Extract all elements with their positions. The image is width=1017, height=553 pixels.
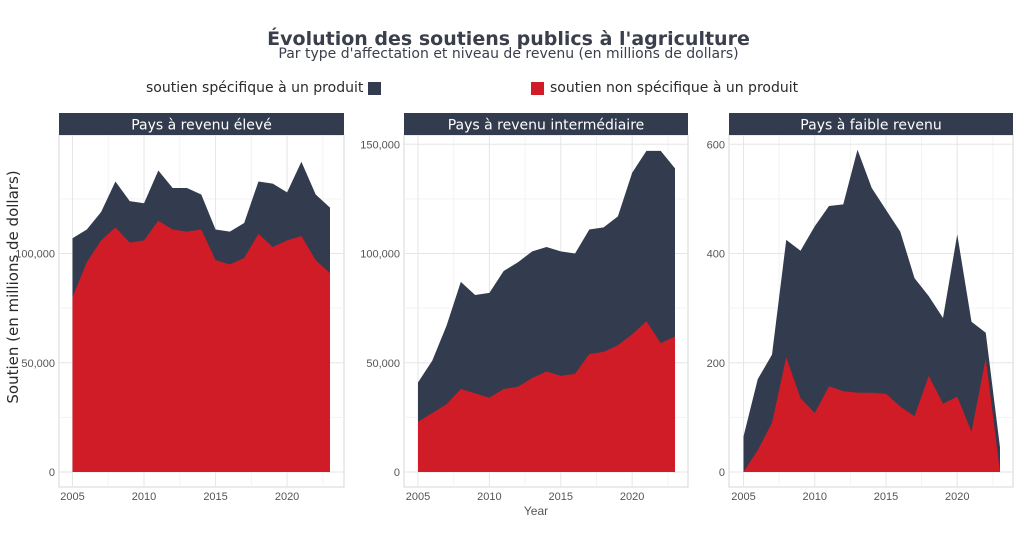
panel-2-ytick-label-3: 600: [707, 139, 725, 151]
panel-0-ytick-label-1: 50,000: [21, 358, 55, 370]
panel-0-xtick-label-3: 2020: [275, 491, 299, 503]
panel-0-ytick-label-0: 0: [49, 467, 55, 479]
panel-0-area-non-specific: [72, 220, 330, 472]
panel-2-xtick-label-1: 2010: [803, 491, 827, 503]
panel-1-ytick-label-1: 50,000: [366, 358, 400, 370]
legend-label-specific: soutien spécifique à un produit: [146, 80, 364, 96]
legend-swatch-specific: [368, 81, 382, 95]
panel-2-xtick-label-0: 2005: [731, 491, 755, 503]
legend-label-non-specific: soutien non spécifique à un produit: [550, 80, 799, 96]
panel-2-xtick-label-3: 2020: [945, 491, 969, 503]
panel-0-xtick-label-1: 2010: [132, 491, 156, 503]
panel-2-xtick-label-2: 2015: [874, 491, 898, 503]
panel-1-ytick-label-2: 100,000: [360, 249, 400, 261]
panel-0-xtick-label-2: 2015: [203, 491, 227, 503]
panel-0-strip: [59, 113, 344, 135]
legend-swatch-non-specific: [531, 81, 544, 95]
panel-0-ytick-label-2: 100,000: [15, 249, 55, 261]
panel-2-ytick-label-2: 400: [707, 249, 725, 261]
panel-2-strip: [729, 113, 1013, 135]
panel-1-ytick-label-0: 0: [394, 467, 400, 479]
chart-subtitle: Par type d'affectation et niveau de reve…: [278, 46, 739, 62]
panel-1-xtick-label-2: 2015: [549, 491, 573, 503]
panel-1-xtick-label-1: 2010: [477, 491, 501, 503]
legend-item-specific: soutien spécifique à un produit: [146, 80, 382, 96]
panel-2-ytick-label-0: 0: [719, 467, 725, 479]
panel-0-xtick-label-0: 2005: [60, 491, 84, 503]
panel-1-strip: [404, 113, 688, 135]
panel-1-xtick-label-3: 2020: [620, 491, 644, 503]
panel-2-title: Pays à faible revenu: [800, 118, 941, 134]
panel-1-xtick-label-0: 2005: [406, 491, 430, 503]
x-axis-label: Year: [524, 504, 548, 518]
legend-item-non-specific: soutien non spécifique à un produit: [531, 80, 798, 96]
panel-1-area-non-specific: [418, 321, 675, 472]
panel-2-area-non-specific: [743, 357, 1000, 472]
panel-1-ytick-label-3: 150,000: [360, 139, 400, 151]
chart-title: Évolution des soutiens publics à l'agric…: [267, 28, 750, 50]
panel-2-ytick-label-1: 200: [707, 358, 725, 370]
panel-1-title: Pays à revenu intermédiaire: [448, 118, 645, 134]
panel-0-title: Pays à revenu élevé: [131, 118, 272, 134]
